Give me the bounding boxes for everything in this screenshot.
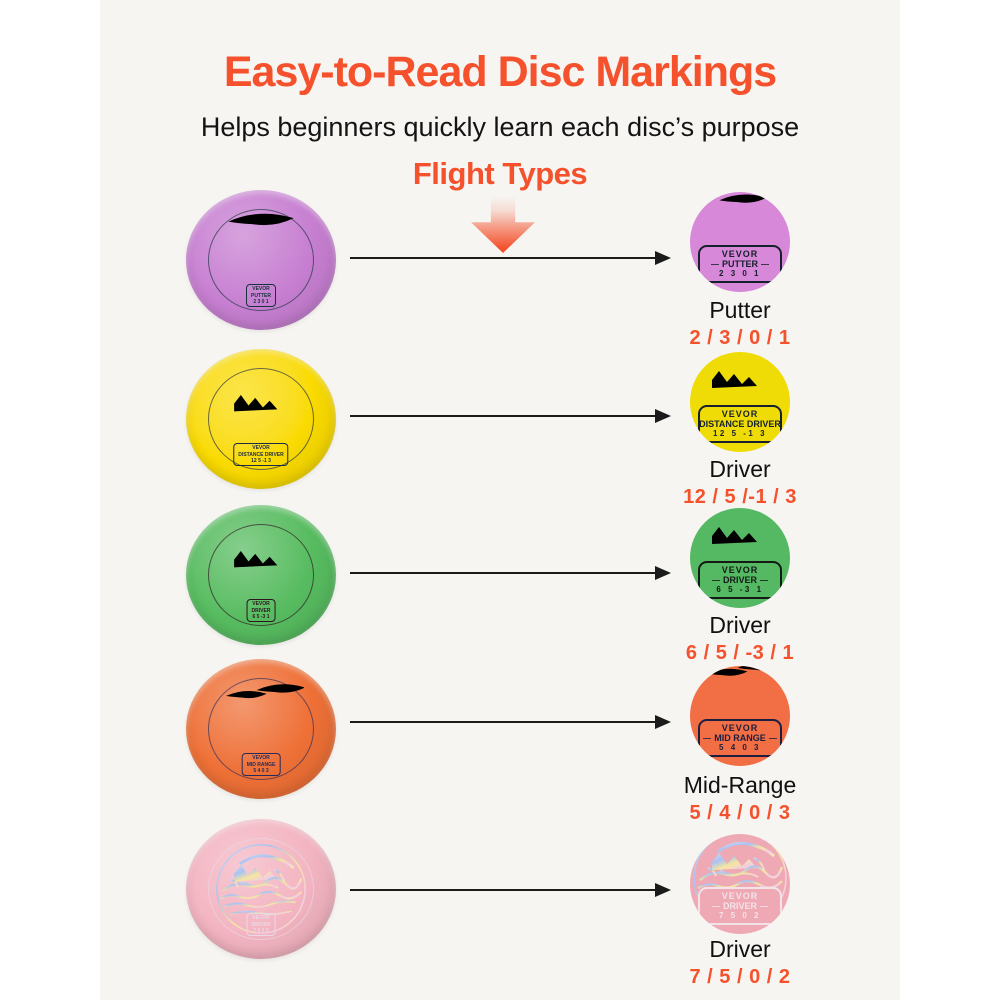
mini-badge-numbers: 7 5 0 2 (253, 927, 269, 934)
disc-type-label: Mid-Range (683, 772, 797, 798)
badge-name-row: DRIVER (702, 901, 778, 911)
badge-flight-numbers: 5 4 0 3 (719, 743, 761, 752)
badge-dash-left (703, 737, 712, 739)
disc-badge: VEVOR PUTTER 2 3 0 1 (698, 245, 782, 283)
disc-marking-closeup: VEVOR DRIVER 7 5 0 2 (690, 834, 790, 934)
disc-marking-closeup: VEVOR PUTTER 2 3 0 1 (690, 192, 790, 292)
mini-badge-brand: VEVOR (252, 286, 270, 293)
disc-marking-closeup: VEVOR MID RANGE 5 4 0 3 (690, 666, 790, 766)
mini-badge-brand: VEVOR (252, 755, 270, 762)
badge-dash-right (761, 263, 769, 265)
mini-badge-brand: VEVOR (252, 915, 270, 922)
mini-badge-brand: VEVOR (252, 445, 270, 452)
page-title: Easy-to-Read Disc Markings (223, 48, 777, 96)
mini-badge-numbers: 6 5 -3 1 (252, 613, 270, 620)
mini-badge-numbers: 5 4 0 3 (253, 767, 269, 774)
mini-badge-numbers: 2 3 0 1 (253, 298, 269, 305)
badge-name: MID RANGE (714, 733, 766, 743)
badge-name-row: DRIVER (702, 575, 778, 585)
disc-stamp-ring: VEVOR MID RANGE 5 4 0 3 (208, 678, 314, 780)
badge-name: DRIVER (722, 575, 757, 585)
disc-flight-numbers: 5 / 4 / 0 / 3 (689, 802, 791, 824)
mini-badge-name: DRIVER (251, 921, 271, 928)
badge-name: DISTANCE DRIVER (699, 419, 781, 429)
disc-row: VEVOR DISTANCE DRIVER 12 5 -1 3 VEVOR DI… (100, 0, 900, 1000)
badge-dash-right (760, 579, 768, 581)
disc-badge: VEVOR MID RANGE 5 4 0 3 (698, 719, 782, 757)
disc-stamp-ring: VEVOR DISTANCE DRIVER 12 5 -1 3 (208, 368, 314, 470)
mini-badge-name: PUTTER (251, 292, 271, 299)
badge-brand: VEVOR (721, 249, 759, 259)
badge-flight-numbers: 7 5 0 2 (719, 911, 761, 920)
disc-stamp-ring: VEVOR PUTTER 2 3 0 1 (208, 209, 314, 311)
disc-flight-numbers: 7 / 5 / 0 / 2 (689, 966, 791, 988)
disc-label: Mid-Range 5 / 4 / 0 / 3 (665, 772, 815, 825)
right-arrow-icon (350, 883, 671, 897)
badge-name-row: MID RANGE (702, 733, 778, 743)
disc-label: Driver 7 / 5 / 0 / 2 (665, 936, 815, 989)
badge-name: PUTTER (722, 259, 758, 269)
disc-type-label: Putter (709, 297, 771, 323)
disc-row: VEVOR MID RANGE 5 4 0 3 VEVOR MID RANGE … (100, 0, 900, 1000)
badge-dash-left (711, 579, 720, 581)
right-arrow-icon (350, 251, 671, 265)
disc-row: VEVOR DRIVER 7 5 0 2 VEVOR DRIVER 7 5 0 … (100, 0, 900, 1000)
section-heading: Flight Types (412, 156, 588, 191)
badge-name-row: PUTTER (702, 259, 778, 269)
disc-mini-badge: VEVOR DISTANCE DRIVER 12 5 -1 3 (233, 443, 289, 466)
disc-flight-numbers: 2 / 3 / 0 / 1 (689, 327, 791, 349)
right-arrow-icon (350, 715, 671, 729)
disc-badge: VEVOR DRIVER 6 5 -3 1 (698, 561, 782, 599)
disc-photo: VEVOR DRIVER 7 5 0 2 (186, 819, 336, 959)
mini-badge-name: MID RANGE (246, 761, 276, 768)
disc-photo: VEVOR DISTANCE DRIVER 12 5 -1 3 (186, 349, 336, 489)
disc-marking-closeup: VEVOR DRIVER 6 5 -3 1 (690, 508, 790, 608)
disc-row: VEVOR DRIVER 6 5 -3 1 VEVOR DRIVER 6 5 -… (100, 0, 900, 1000)
badge-brand: VEVOR (721, 891, 759, 901)
disc-type-label: Driver (709, 936, 771, 962)
disc-marking-closeup: VEVOR DISTANCE DRIVER 12 5 -1 3 (690, 352, 790, 452)
badge-brand: VEVOR (721, 565, 759, 575)
disc-mini-badge: VEVOR DRIVER 7 5 0 2 (246, 913, 276, 936)
disc-photo: VEVOR PUTTER 2 3 0 1 (186, 190, 336, 330)
disc-mini-badge: VEVOR PUTTER 2 3 0 1 (246, 284, 276, 307)
page-subtitle: Helps beginners quickly learn each disc’… (200, 112, 800, 142)
disc-label: Driver 12 / 5 /-1 / 3 (665, 456, 815, 509)
badge-brand: VEVOR (721, 723, 759, 733)
disc-type-label: Driver (709, 612, 771, 638)
right-arrow-icon (350, 566, 671, 580)
right-arrow-icon (350, 409, 671, 423)
badge-flight-numbers: 6 5 -3 1 (716, 585, 764, 594)
badge-flight-numbers: 12 5 -1 3 (712, 429, 768, 438)
badge-dash-left (711, 905, 720, 907)
disc-flight-numbers: 12 / 5 /-1 / 3 (683, 486, 797, 508)
disc-stamp-ring: VEVOR DRIVER 7 5 0 2 (208, 838, 314, 940)
disc-row: VEVOR PUTTER 2 3 0 1 VEVOR PUTTER 2 3 0 … (100, 0, 900, 1000)
disc-mini-badge: VEVOR DRIVER 6 5 -3 1 (246, 599, 276, 622)
badge-name-row: DISTANCE DRIVER (699, 419, 781, 429)
badge-flight-numbers: 2 3 0 1 (719, 269, 761, 278)
badge-dash-right (768, 737, 777, 739)
disc-stamp-ring: VEVOR DRIVER 6 5 -3 1 (208, 524, 314, 626)
disc-badge: VEVOR DISTANCE DRIVER 12 5 -1 3 (698, 405, 782, 443)
disc-label: Putter 2 / 3 / 0 / 1 (665, 297, 815, 350)
mini-badge-name: DRIVER (251, 607, 271, 614)
mini-badge-name: DISTANCE DRIVER (238, 451, 284, 458)
disc-photo: VEVOR DRIVER 6 5 -3 1 (186, 505, 336, 645)
badge-name: DRIVER (722, 901, 757, 911)
badge-brand: VEVOR (721, 409, 759, 419)
badge-dash-left (711, 263, 719, 265)
disc-photo: VEVOR MID RANGE 5 4 0 3 (186, 659, 336, 799)
infographic-canvas: Easy-to-Read Disc Markings Helps beginne… (100, 0, 900, 1000)
badge-dash-right (760, 905, 768, 907)
disc-type-label: Driver (709, 456, 771, 482)
disc-label: Driver 6 / 5 / -3 / 1 (665, 612, 815, 665)
mini-badge-numbers: 12 5 -1 3 (251, 457, 271, 464)
disc-mini-badge: VEVOR MID RANGE 5 4 0 3 (241, 753, 281, 776)
mini-badge-brand: VEVOR (252, 601, 270, 608)
disc-flight-numbers: 6 / 5 / -3 / 1 (685, 642, 795, 664)
disc-badge: VEVOR DRIVER 7 5 0 2 (698, 887, 782, 925)
